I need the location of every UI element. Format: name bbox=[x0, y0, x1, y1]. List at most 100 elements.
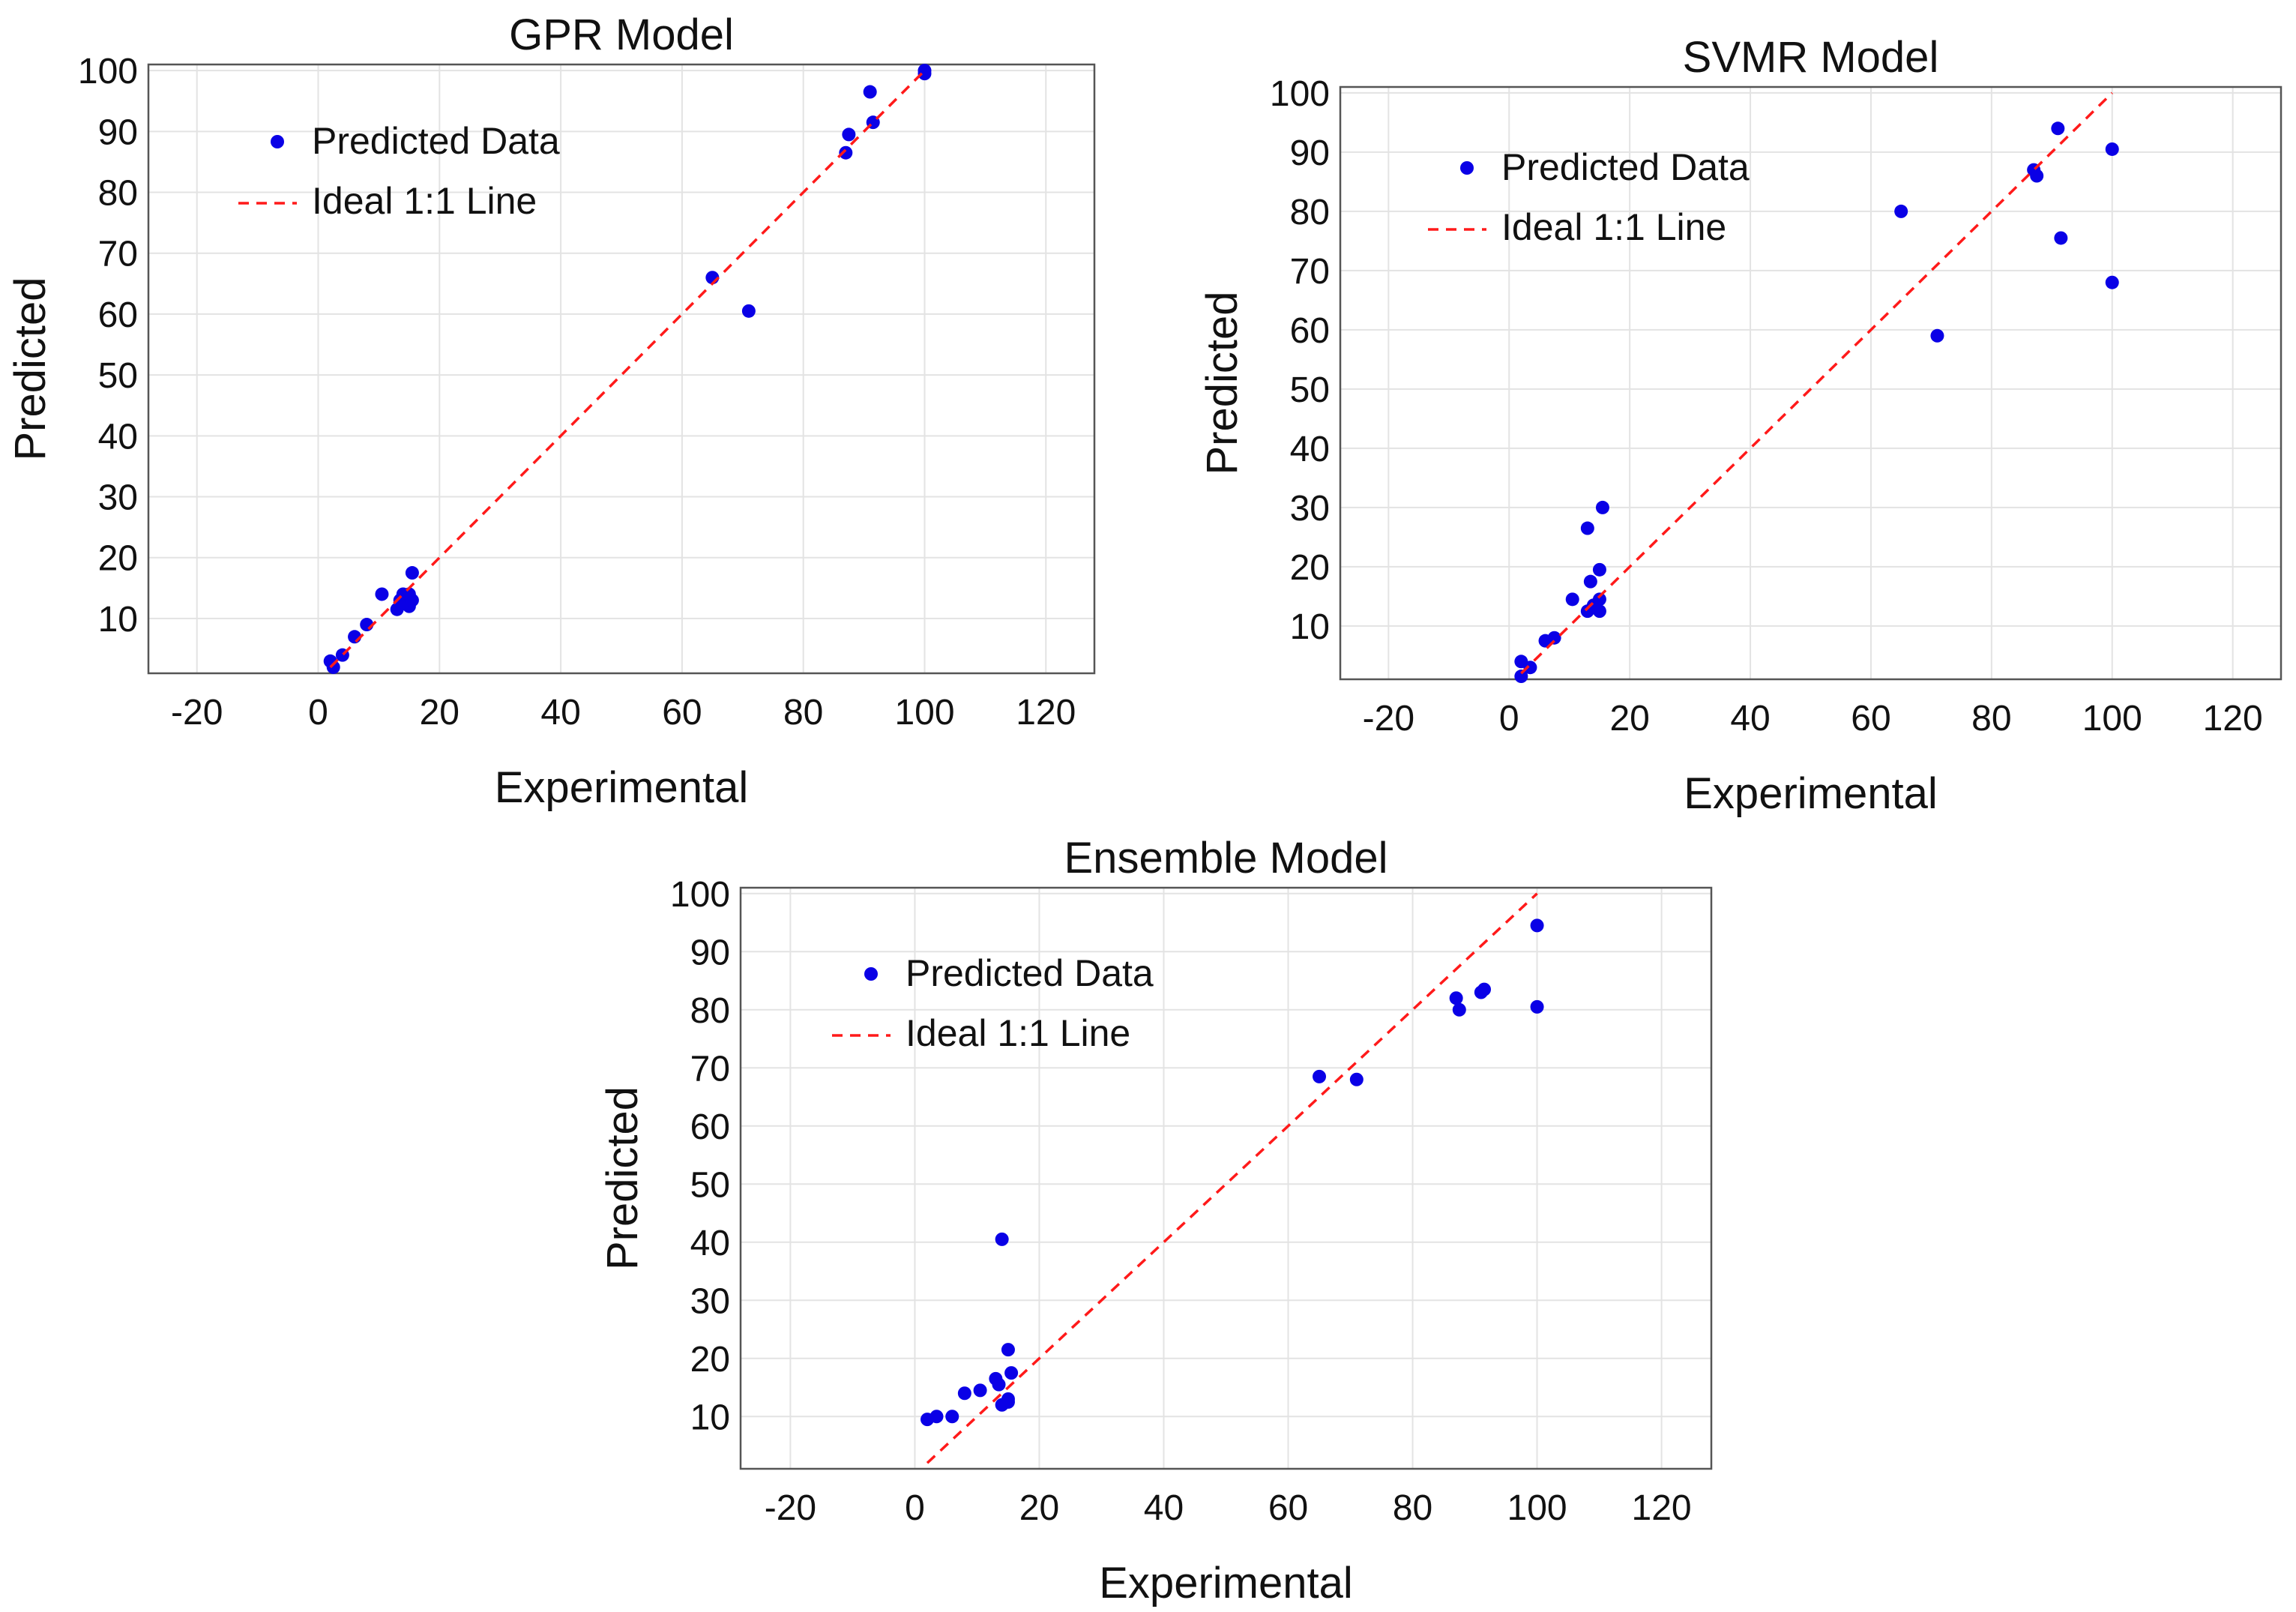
predicted-data-point bbox=[1530, 918, 1544, 933]
legend-label: Predicted Data bbox=[1501, 146, 1750, 188]
chart-title: Ensemble Model bbox=[1064, 834, 1388, 882]
y-tick-label: 70 bbox=[690, 1049, 730, 1089]
x-tick-label: 20 bbox=[1609, 699, 1649, 739]
ideal-1-1-line bbox=[329, 69, 926, 669]
ideal-1-1-line bbox=[1520, 91, 2113, 675]
x-tick-label: -20 bbox=[765, 1488, 816, 1528]
x-tick-label: 80 bbox=[1971, 699, 2011, 739]
legend-label: Ideal 1:1 Line bbox=[312, 180, 537, 222]
gpr-model-panel: -20 0 20 40 60 80 100 120 10 20 30 40 50 60 70 80 90 100 G… bbox=[6, 10, 1096, 812]
x-tick-label: 0 bbox=[1499, 699, 1519, 739]
predicted-data-point bbox=[1592, 562, 1606, 577]
predicted-data-point bbox=[1894, 204, 1908, 218]
x-tick-label: 100 bbox=[2082, 699, 2142, 739]
legend-label: Ideal 1:1 Line bbox=[906, 1012, 1130, 1054]
x-tick-label: 120 bbox=[1632, 1488, 1692, 1528]
x-tick-label: 60 bbox=[662, 693, 702, 733]
x-axis-label: Experimental bbox=[1684, 769, 1937, 818]
x-tick-label: 20 bbox=[420, 693, 459, 733]
legend-marker-points bbox=[864, 967, 878, 981]
chart-title: GPR Model bbox=[509, 10, 734, 59]
y-tick-label: 30 bbox=[690, 1281, 730, 1321]
predicted-data-point bbox=[1349, 1072, 1364, 1086]
y-tick-label: 10 bbox=[1290, 607, 1330, 647]
legend-marker-points bbox=[271, 135, 284, 148]
y-tick-label: 80 bbox=[98, 174, 138, 214]
y-tick-label: 100 bbox=[670, 875, 730, 915]
legend-label: Ideal 1:1 Line bbox=[1501, 206, 1726, 248]
predicted-data-point bbox=[2051, 121, 2065, 136]
predicted-data-point bbox=[995, 1232, 1009, 1246]
y-tick-label: 70 bbox=[98, 235, 138, 274]
x-tick-label: 40 bbox=[1730, 699, 1770, 739]
x-tick-label: 120 bbox=[2203, 699, 2263, 739]
predicted-data-point bbox=[405, 566, 419, 580]
x-tick-label: 100 bbox=[1507, 1488, 1567, 1528]
y-tick-label: 60 bbox=[1290, 311, 1330, 351]
plot-area bbox=[148, 64, 1094, 673]
predicted-data-point bbox=[1592, 604, 1606, 619]
predicted-data-point bbox=[1583, 574, 1597, 589]
x-tick-label: 60 bbox=[1268, 1488, 1308, 1528]
y-tick-label: 40 bbox=[98, 417, 138, 457]
y-tick-label: 80 bbox=[690, 991, 730, 1031]
y-tick-label: 70 bbox=[1290, 252, 1330, 292]
axes-frame bbox=[147, 63, 1096, 675]
y-axis-label: Predicted bbox=[6, 277, 55, 460]
legend-label: Predicted Data bbox=[312, 120, 560, 162]
x-tick-label: 0 bbox=[308, 693, 328, 733]
predicted-data-point bbox=[1930, 328, 1944, 343]
predicted-data-point bbox=[945, 1410, 959, 1424]
predicted-data-point bbox=[1530, 999, 1544, 1014]
predicted-data-point bbox=[957, 1386, 971, 1401]
predicted-data-point bbox=[1001, 1395, 1015, 1409]
x-tick-label: 60 bbox=[1851, 699, 1890, 739]
predicted-data-point bbox=[1595, 500, 1609, 514]
x-tick-label: -20 bbox=[171, 693, 223, 733]
legend: Predicted Data Ideal 1:1 Line bbox=[238, 120, 560, 222]
legend-marker-points bbox=[1460, 161, 1474, 175]
predicted-data-point bbox=[1449, 991, 1463, 1005]
x-tick-label: 20 bbox=[1019, 1488, 1059, 1528]
x-axis-label: Experimental bbox=[1099, 1559, 1352, 1608]
legend: Predicted Data Ideal 1:1 Line bbox=[1428, 146, 1750, 248]
y-tick-label: 60 bbox=[98, 295, 138, 335]
y-tick-label: 90 bbox=[1290, 133, 1330, 173]
legend: Predicted Data Ideal 1:1 Line bbox=[832, 952, 1154, 1054]
svmr-model-panel: -20 0 20 40 60 80 100 120 10 20 30 40 50 60 70 80 90 100 S… bbox=[1198, 33, 2283, 818]
y-tick-label: 30 bbox=[1290, 489, 1330, 529]
legend-label: Predicted Data bbox=[906, 952, 1154, 994]
y-tick-label: 30 bbox=[98, 478, 138, 518]
predicted-data-point bbox=[842, 127, 856, 142]
predicted-data-point bbox=[1514, 670, 1528, 684]
predicted-data-point bbox=[1565, 592, 1579, 607]
x-tick-label: 100 bbox=[894, 693, 954, 733]
y-tick-label: 80 bbox=[1290, 193, 1330, 232]
predicted-data-point bbox=[2030, 169, 2044, 183]
predicted-data-point bbox=[375, 587, 389, 601]
y-tick-label: 40 bbox=[690, 1224, 730, 1263]
predicted-data-point bbox=[741, 304, 756, 318]
predicted-data-point bbox=[1001, 1343, 1015, 1357]
predicted-data-point bbox=[863, 85, 877, 99]
x-tick-label: 120 bbox=[1016, 693, 1076, 733]
y-tick-label: 50 bbox=[1290, 370, 1330, 410]
x-tick-label: -20 bbox=[1363, 699, 1414, 739]
axes-frame bbox=[739, 886, 1713, 1470]
plot-area bbox=[1340, 87, 2281, 679]
predicted-data-point bbox=[1477, 982, 1492, 996]
ideal-1-1-line bbox=[926, 892, 1538, 1464]
y-tick-label: 20 bbox=[1290, 548, 1330, 588]
y-tick-label: 100 bbox=[78, 52, 138, 91]
chart-title: SVMR Model bbox=[1683, 33, 1939, 82]
predicted-data-point bbox=[1547, 631, 1561, 645]
predicted-data-point bbox=[929, 1410, 944, 1424]
y-tick-label: 20 bbox=[690, 1340, 730, 1380]
y-tick-label: 100 bbox=[1270, 74, 1330, 114]
predicted-data-point bbox=[1592, 592, 1606, 607]
predicted-data-point bbox=[2054, 231, 2068, 245]
y-tick-label: 10 bbox=[98, 600, 138, 640]
y-tick-label: 20 bbox=[98, 539, 138, 579]
x-tick-label: 40 bbox=[540, 693, 580, 733]
